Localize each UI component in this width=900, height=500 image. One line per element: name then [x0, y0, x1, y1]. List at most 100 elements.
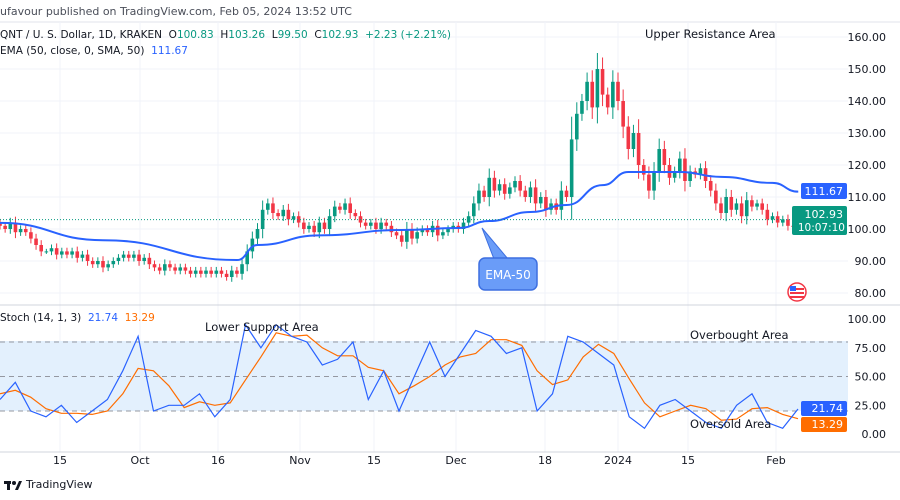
candle — [235, 266, 239, 278]
low-label: L — [271, 29, 278, 41]
candle — [662, 140, 667, 174]
candle — [80, 250, 85, 262]
candle — [652, 162, 656, 200]
candle — [0, 218, 2, 230]
candle — [765, 203, 770, 226]
candle — [18, 225, 23, 236]
lower-support-label: Lower Support Area — [205, 320, 319, 334]
candle — [224, 270, 229, 281]
candle — [250, 231, 255, 259]
candle — [441, 228, 445, 240]
upper-resistance-label: Upper Resistance Area — [645, 27, 776, 41]
candle — [219, 266, 224, 278]
tradingview-logo[interactable]: TradingView — [4, 478, 92, 491]
ema-legend[interactable]: EMA (50, close, 0, SMA, 50) 111.67 — [0, 45, 188, 57]
stoch-k-value: 21.74 — [87, 312, 118, 324]
symbol-legend[interactable]: QNT / U. S. Dollar, 1D, KRAKEN O100.83 H… — [0, 29, 451, 41]
candle — [739, 196, 744, 224]
candle — [487, 168, 492, 207]
candle — [518, 175, 522, 197]
stoch-d-line — [0, 332, 799, 421]
candle — [260, 200, 265, 239]
candle — [255, 223, 260, 245]
candle — [528, 181, 533, 203]
candle — [724, 188, 728, 222]
candle — [688, 165, 692, 187]
stoch-legend[interactable]: Stoch (14, 1, 3) 21.74 13.29 — [0, 312, 155, 324]
candle — [188, 266, 193, 278]
candle — [575, 102, 579, 151]
candle — [626, 116, 631, 160]
price-tick-label: 130.00 — [848, 127, 887, 140]
ema50-line — [0, 171, 799, 262]
candle — [276, 209, 280, 220]
price-axis[interactable]: 160.00 150.00 140.00 130.00 120.00 110.00 100.… — [848, 31, 887, 300]
time-tick-label: Oct — [130, 454, 150, 467]
oversold-label: Oversold Area — [690, 417, 771, 431]
stoch-tick-label: 25.00 — [855, 399, 887, 412]
candle — [142, 254, 146, 265]
us-flag-event-icon[interactable] — [787, 282, 807, 302]
candle — [60, 247, 64, 259]
candle — [461, 217, 466, 234]
candle — [96, 257, 100, 268]
candle — [85, 249, 90, 266]
candle — [54, 243, 59, 260]
candle — [657, 138, 661, 182]
candle — [595, 53, 600, 124]
candle — [281, 205, 286, 221]
candle — [580, 93, 584, 121]
candle — [271, 197, 275, 219]
time-tick-label: Dec — [445, 454, 466, 467]
svg-text:13.29: 13.29 — [812, 418, 844, 431]
candle — [132, 250, 136, 262]
candle — [641, 159, 646, 181]
candle — [760, 198, 764, 215]
candle — [569, 116, 574, 220]
candle — [719, 197, 723, 219]
candle — [152, 260, 157, 272]
time-tick-label: 15 — [681, 454, 695, 467]
candle — [435, 219, 440, 242]
candle — [755, 199, 759, 211]
candles — [0, 53, 801, 282]
candle — [420, 225, 425, 236]
svg-text:102.93: 102.93 — [805, 208, 844, 221]
candle — [163, 259, 167, 276]
candle — [590, 70, 595, 119]
price-tick-label: 160.00 — [848, 31, 887, 44]
candle — [523, 185, 528, 202]
candle — [245, 244, 249, 272]
stoch-d-badge: 13.29 — [801, 417, 847, 432]
high-label: H — [220, 29, 229, 41]
candle — [611, 70, 615, 119]
close-label: C — [314, 29, 322, 41]
candle — [332, 200, 337, 223]
change-value: +2.23 (+2.21%) — [365, 29, 451, 41]
candle — [343, 198, 347, 215]
candle — [29, 227, 33, 244]
candle — [502, 178, 507, 200]
candle — [538, 192, 543, 209]
candle — [183, 263, 188, 275]
candle — [683, 148, 687, 192]
candle — [101, 256, 105, 273]
stoch-d-value: 13.29 — [124, 312, 155, 324]
candle — [106, 260, 110, 272]
candle — [714, 183, 718, 211]
time-axis[interactable]: 15 Oct 16 Nov 15 Dec 18 2024 15 Feb — [53, 454, 786, 467]
candle — [157, 263, 162, 275]
ema-callout[interactable]: EMA-50 — [478, 227, 538, 291]
candle — [446, 225, 450, 236]
candle — [121, 250, 126, 262]
candle — [497, 179, 502, 196]
time-tick-label: 15 — [53, 454, 67, 467]
stoch-tick-label: 50.00 — [855, 371, 887, 384]
candle — [126, 250, 131, 262]
price-tick-label: 110.00 — [848, 191, 887, 204]
close-value: 102.93 — [321, 29, 359, 41]
price-tick-label: 150.00 — [848, 63, 887, 76]
stoch-axis[interactable]: 100.00 75.00 50.00 25.00 0.00 — [848, 313, 887, 441]
